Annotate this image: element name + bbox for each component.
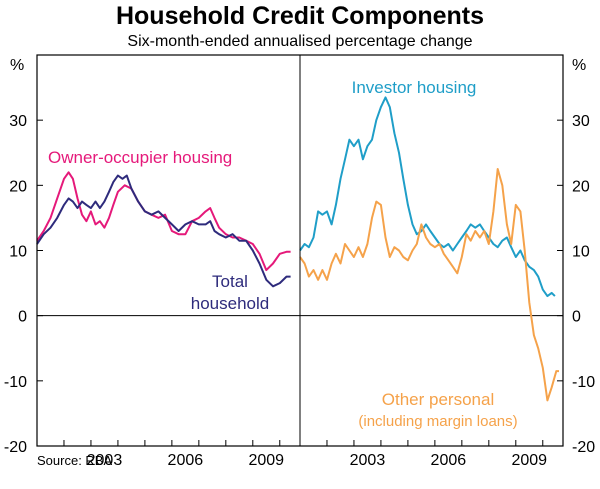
chart-title: Household Credit Components [116, 2, 484, 30]
x-tick-label: 2009 [248, 452, 284, 469]
x-tick-label: 2006 [431, 452, 467, 469]
series-label-investor: Investor housing [352, 78, 477, 97]
left-panel: -20 -10 0 10 20 30% 2003 2006 2009 Owner-occupier… [4, 57, 300, 469]
y-unit-left: % [10, 57, 24, 74]
y-tick-label-left: 20 [9, 178, 27, 195]
y-tick-label-left: 0 [18, 309, 27, 326]
y-tick-label-left: -10 [4, 374, 27, 391]
y-tick-label-left: -20 [4, 439, 27, 456]
series-sublabel-other_personal: (including margin loans) [358, 413, 517, 430]
series-label-total_household: Total [212, 272, 248, 291]
series-line-total_household [36, 174, 291, 288]
series-line-other_personal [299, 168, 559, 402]
y-unit-right: % [572, 57, 586, 74]
x-tick-label: 2006 [168, 452, 204, 469]
x-tick-label: 2003 [87, 452, 123, 469]
y-tick-label-right: -20 [572, 439, 595, 456]
series-line-investor [299, 96, 556, 298]
y-tick-label-left: 30 [9, 113, 27, 130]
series-label-owner_occupier: Owner-occupier housing [48, 148, 232, 167]
y-tick-label-right: 10 [572, 244, 590, 261]
right-panel: -20 -10 0 10 20 30% 2003 2006 2009 Investor housi… [299, 57, 595, 469]
y-tick-label-right: 20 [572, 178, 590, 195]
x-tick-label: 2003 [350, 452, 386, 469]
x-tick-label: 2009 [511, 452, 547, 469]
y-tick-label-right: 30 [572, 113, 590, 130]
y-tick-label-right: 0 [572, 309, 581, 326]
y-tick-label-right: -10 [572, 374, 595, 391]
series-label-total_household: household [191, 294, 269, 313]
series-label-other_personal: Other personal [382, 390, 494, 409]
chart-subtitle: Six-month-ended annualised percentage ch… [127, 33, 472, 50]
series-line-owner_occupier [36, 171, 291, 272]
source-note: Source: RBA [37, 453, 112, 468]
y-tick-label-left: 10 [9, 244, 27, 261]
